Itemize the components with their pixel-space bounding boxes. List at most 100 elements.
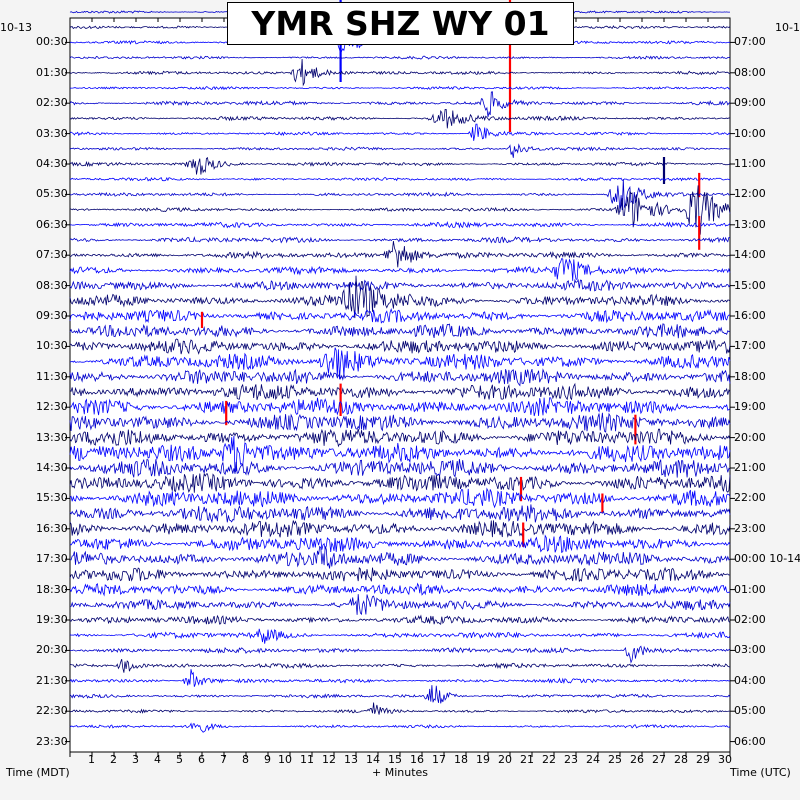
x-tick-label: 1 bbox=[88, 753, 95, 766]
trace-row-47 bbox=[69, 722, 731, 733]
right-time-label: 10:00 bbox=[734, 126, 766, 140]
left-time-label: 08:30 bbox=[36, 278, 68, 292]
trace-row-25 bbox=[69, 382, 731, 401]
x-tick-label: 6 bbox=[198, 753, 205, 766]
x-tick-label: 21 bbox=[520, 753, 534, 766]
left-time-label: 16:30 bbox=[36, 521, 68, 535]
trace-row-5 bbox=[69, 85, 731, 91]
right-time-label: 17:00 bbox=[734, 339, 766, 353]
x-tick-label: 8 bbox=[242, 753, 249, 766]
x-tick-label: 14 bbox=[366, 753, 380, 766]
left-axis-label: Time (MDT) bbox=[6, 766, 70, 779]
right-time-label: 13:00 bbox=[734, 217, 766, 231]
trace-row-21 bbox=[69, 323, 731, 339]
left-time-label: 06:30 bbox=[36, 217, 68, 231]
right-time-label: 20:00 bbox=[734, 430, 766, 444]
x-tick-label: 20 bbox=[498, 753, 512, 766]
trace-row-36 bbox=[70, 545, 731, 569]
left-time-label: 12:30 bbox=[36, 400, 68, 414]
left-time-label: 18:30 bbox=[36, 582, 68, 596]
x-tick-label: 23 bbox=[564, 753, 578, 766]
x-tick-label: 3 bbox=[132, 753, 139, 766]
x-tick-label: 30 bbox=[718, 753, 732, 766]
right-axis-label: Time (UTC) bbox=[730, 766, 791, 779]
left-date-fragment: 10-13 bbox=[0, 21, 32, 34]
x-axis-label: + Minutes bbox=[372, 766, 429, 779]
right-date-fragment: 10-1 bbox=[775, 21, 800, 34]
right-time-label: 14:00 bbox=[734, 248, 766, 262]
trace-row-43 bbox=[69, 658, 731, 673]
trace-row-14 bbox=[69, 220, 731, 229]
trace-row-33 bbox=[69, 504, 731, 524]
trace-row-30 bbox=[69, 458, 731, 478]
trace-row-29 bbox=[69, 435, 731, 474]
trace-row-46 bbox=[69, 702, 730, 715]
left-time-label: 10:30 bbox=[36, 339, 68, 353]
x-tick-label: 18 bbox=[454, 753, 468, 766]
trace-row-12 bbox=[69, 179, 731, 212]
trace-row-3 bbox=[69, 55, 731, 60]
right-time-label: 19:00 bbox=[734, 400, 766, 414]
x-tick-label: 19 bbox=[476, 753, 490, 766]
x-tick-label: 4 bbox=[154, 753, 161, 766]
x-tick-label: 12 bbox=[322, 753, 336, 766]
right-time-label: 08:00 bbox=[734, 65, 766, 79]
trace-row-39 bbox=[70, 594, 731, 616]
left-time-label: 07:30 bbox=[36, 248, 68, 262]
x-tick-label: 28 bbox=[674, 753, 688, 766]
left-time-label: 17:30 bbox=[36, 552, 68, 566]
right-time-label: 01:00 bbox=[734, 582, 766, 596]
left-time-label: 09:30 bbox=[36, 309, 68, 322]
x-tick-label: 25 bbox=[608, 753, 622, 766]
trace-row-15 bbox=[69, 236, 731, 244]
trace-row-31 bbox=[69, 472, 731, 493]
x-tick-label: 27 bbox=[652, 753, 666, 766]
right-time-label: 02:00 bbox=[734, 613, 766, 626]
right-time-label: 09:00 bbox=[734, 96, 766, 110]
x-tick-label: 9 bbox=[264, 753, 271, 766]
trace-row-44 bbox=[69, 669, 731, 687]
right-time-label: 06:00 bbox=[734, 734, 766, 748]
left-time-label: 11:30 bbox=[36, 369, 68, 383]
left-time-label: 00:30 bbox=[36, 35, 68, 49]
trace-row-37 bbox=[69, 566, 731, 583]
x-tick-label: 24 bbox=[586, 753, 600, 766]
left-time-label: 14:30 bbox=[36, 461, 68, 474]
trace-row-11 bbox=[69, 176, 731, 182]
x-tick-label: 22 bbox=[542, 753, 556, 766]
x-tick-label: 5 bbox=[176, 753, 183, 766]
x-tick-label: 17 bbox=[432, 753, 446, 766]
x-tick-label: 15 bbox=[388, 753, 402, 766]
left-time-label: 19:30 bbox=[36, 613, 68, 626]
trace-row-28 bbox=[69, 428, 731, 448]
trace-row-27 bbox=[69, 412, 731, 433]
x-tick-label: 11 bbox=[300, 753, 314, 766]
right-time-label: 23:00 bbox=[734, 521, 766, 535]
right-time-label: 16:00 bbox=[734, 309, 766, 322]
trace-row-7 bbox=[69, 109, 731, 129]
trace-row-26 bbox=[69, 397, 731, 417]
x-tick-label: 29 bbox=[696, 753, 710, 766]
trace-row-20 bbox=[69, 308, 731, 324]
left-time-label: 22:30 bbox=[36, 704, 68, 718]
right-time-label: 21:00 bbox=[734, 461, 766, 474]
right-time-label: 11:00 bbox=[734, 157, 766, 170]
plot-area bbox=[69, 17, 731, 753]
trace-row-34 bbox=[69, 520, 731, 538]
x-tick-label: 16 bbox=[410, 753, 424, 766]
x-tick-label: 7 bbox=[220, 753, 227, 766]
x-tick-label: 2 bbox=[110, 753, 117, 766]
trace-row-16 bbox=[69, 241, 731, 268]
right-time-label: 04:00 bbox=[734, 673, 766, 687]
left-time-label: 20:30 bbox=[36, 643, 68, 657]
right-time-label: 00:00 10-14 bbox=[734, 552, 800, 566]
trace-row-22 bbox=[69, 338, 731, 355]
right-time-label: 07:00 bbox=[734, 35, 766, 49]
right-time-label: 18:00 bbox=[734, 369, 766, 383]
trace-row-23 bbox=[69, 347, 731, 380]
trace-row-8 bbox=[69, 123, 731, 141]
trace-row-32 bbox=[69, 487, 731, 509]
right-time-label: 03:00 bbox=[734, 643, 766, 657]
